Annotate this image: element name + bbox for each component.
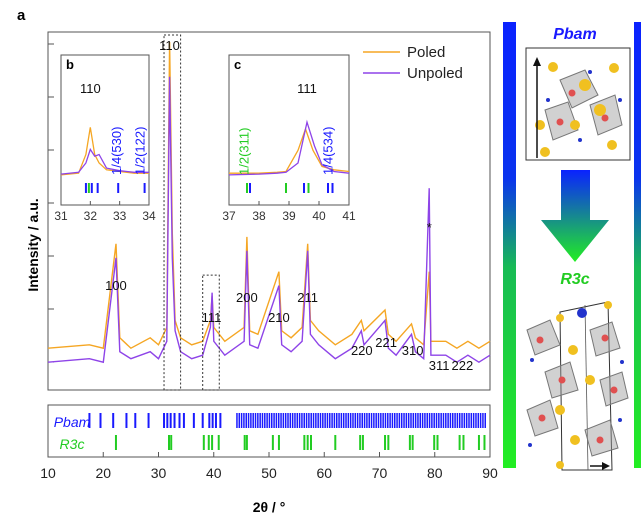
x-tick-label: 80 xyxy=(427,465,443,481)
x-tick-label: 20 xyxy=(95,465,111,481)
main-plot-frame xyxy=(47,31,491,391)
peak-label: * xyxy=(427,220,432,235)
legend-label-unpoled: Unpoled xyxy=(407,65,463,82)
peak-label: 100 xyxy=(105,278,127,293)
pbam-structure-label: Pbam xyxy=(553,26,597,43)
peak-label: 311 xyxy=(429,358,450,373)
inset-x-tick-label: 40 xyxy=(312,209,326,223)
inset-letter: c xyxy=(234,57,241,72)
x-tick-label: 10 xyxy=(40,465,56,481)
peak-label: 200 xyxy=(236,290,258,305)
inset-b-unpoled-line xyxy=(60,147,149,175)
x-tick-label: 30 xyxy=(151,465,167,481)
inset-x-tick-label: 31 xyxy=(54,209,68,223)
r3c-crystal-structure-image xyxy=(526,301,629,471)
peak-label: 210 xyxy=(268,310,290,325)
reference-patterns: Pbam R3c xyxy=(54,413,486,452)
peak-label: 220 xyxy=(351,343,373,358)
inset-x-tick-label: 41 xyxy=(342,209,356,223)
inset-x-tick-label: 38 xyxy=(252,209,266,223)
peak-label: 211 xyxy=(297,290,318,305)
zoom-box xyxy=(163,34,182,391)
pbam-crystal-structure-image xyxy=(525,47,631,161)
reference-label-pbam: Pbam xyxy=(54,414,91,430)
reference-pattern-frame xyxy=(47,404,491,458)
legend: Poled Unpoled xyxy=(363,44,463,82)
inset-x-tick-label: 37 xyxy=(222,209,236,223)
x-tick-label: 50 xyxy=(261,465,277,481)
inset-x-tick-label: 39 xyxy=(282,209,296,223)
legend-label-poled: Poled xyxy=(407,44,445,61)
x-tick-label: 40 xyxy=(206,465,222,481)
r3c-structure-label: R3c xyxy=(560,271,589,288)
y-axis-label: Intensity / a.u. xyxy=(25,198,41,291)
x-tick-label: 60 xyxy=(316,465,332,481)
inset-x-tick-label: 33 xyxy=(113,209,127,223)
peak-label: 111 xyxy=(202,310,222,325)
x-tick-label: 70 xyxy=(372,465,388,481)
reference-label-r3c: R3c xyxy=(60,436,85,452)
inset-c-superlattice-label-534: 1/4(534) xyxy=(321,127,336,175)
peak-label: 222 xyxy=(452,358,474,373)
peak-label: 110 xyxy=(159,38,180,53)
phase-gradient-bar-left xyxy=(503,22,516,468)
inset-b-poled-line xyxy=(60,127,149,176)
inset-c-unpoled-line xyxy=(228,119,350,176)
inset-letter: b xyxy=(66,57,74,72)
inset-b-superlattice-label-122: 1/2(122) xyxy=(133,127,148,175)
peak-label: 221 xyxy=(375,335,397,350)
inset-x-tick-label: 32 xyxy=(84,209,98,223)
x-axis-label: 2θ / ° xyxy=(253,499,286,515)
series-line-unpoled xyxy=(47,76,491,364)
inset-c-superlattice-label-311: 1/2(311) xyxy=(237,128,252,175)
peak-label: 310 xyxy=(402,343,424,358)
zoom-box xyxy=(202,274,220,391)
x-tick-label: 90 xyxy=(482,465,498,481)
x-axis-ticks: 10 20 30 40 50 60 70 80 90 xyxy=(40,452,498,481)
phase-gradient-bar-right xyxy=(634,22,641,468)
inset-b: b 31 32 33 34 110 1/4(530) 1/2(122) xyxy=(54,54,156,223)
inset-b-superlattice-label-530: 1/4(530) xyxy=(109,127,124,175)
inset-x-tick-label: 34 xyxy=(142,209,156,223)
inset-c: c 37 38 39 40 41 1/2(311) 111 1/4(534) xyxy=(222,54,356,223)
transition-arrow xyxy=(541,170,609,262)
panel-letter: a xyxy=(17,7,26,24)
inset-frame xyxy=(60,54,150,206)
inset-b-peak-label: 110 xyxy=(80,81,101,96)
inset-c-peak-label: 111 xyxy=(297,81,317,96)
